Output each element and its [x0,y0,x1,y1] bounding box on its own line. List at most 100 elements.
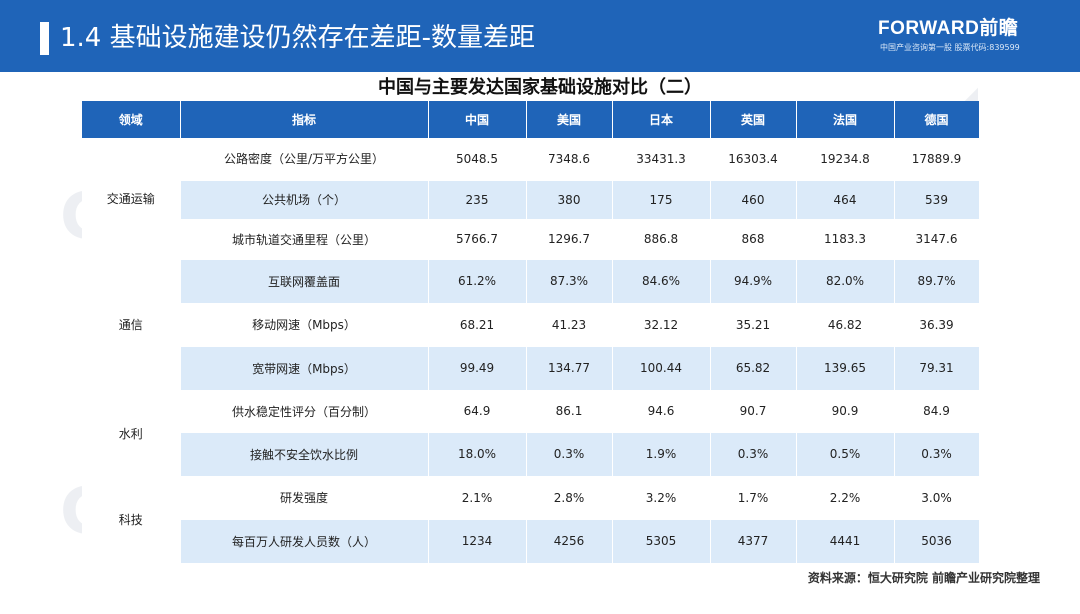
table-row: 通信 互联网覆盖面 61.2% 87.3% 84.6% 94.9% 82.0% … [82,259,980,391]
value-cell: 17889.9 [894,138,980,181]
value-cell: 82.0% [796,259,895,304]
value-cell: 139.65 [796,346,895,391]
column-header: 日本 [612,101,711,138]
value-cell: 19234.8 [796,138,895,181]
table-row: 每百万人研发人员数（人） 1234 4256 5305 4377 4441 50… [82,519,980,564]
value-cell: 1234 [428,519,527,564]
value-cell: 99.49 [428,346,527,391]
column-header: 美国 [526,101,613,138]
value-cell: 68.21 [428,303,527,347]
column-header: 指标 [180,101,429,138]
comparison-table: 领域 指标 中国 美国 日本 英国 法国 德国 交通运输 公路密度（公里/万平方… [82,101,980,564]
value-cell: 84.6% [612,259,711,304]
value-cell: 41.23 [526,303,613,347]
value-cell: 460 [710,180,797,220]
value-cell: 46.82 [796,303,895,347]
table-row: 宽带网速（Mbps） 99.49 134.77 100.44 65.82 139… [82,346,980,391]
value-cell: 5048.5 [428,138,527,181]
indicator-cell: 移动网速（Mbps） [180,303,429,347]
value-cell: 3.2% [612,476,711,520]
value-cell: 380 [526,180,613,220]
page-title: 1.4 基础设施建设仍然存在差距-数量差距 [60,23,535,53]
table-row: 交通运输 公路密度（公里/万平方公里） 5048.5 7348.6 33431.… [82,138,980,260]
table-row: 接触不安全饮水比例 18.0% 0.3% 1.9% 0.3% 0.5% 0.3% [82,432,980,477]
value-cell: 1296.7 [526,219,613,260]
value-cell: 0.3% [526,432,613,477]
value-cell: 79.31 [894,346,980,391]
indicator-cell: 公共机场（个） [180,180,429,220]
value-cell: 134.77 [526,346,613,391]
value-cell: 3.0% [894,476,980,520]
value-cell: 886.8 [612,219,711,260]
value-cell: 1183.3 [796,219,895,260]
value-cell: 16303.4 [710,138,797,181]
value-cell: 7348.6 [526,138,613,181]
value-cell: 868 [710,219,797,260]
value-cell: 32.12 [612,303,711,347]
column-header: 法国 [796,101,895,138]
table-row: 移动网速（Mbps） 68.21 41.23 32.12 35.21 46.82… [82,303,980,347]
value-cell: 539 [894,180,980,220]
table-row: 科技 研发强度 2.1% 2.8% 3.2% 1.7% 2.2% 3.0% [82,476,980,564]
value-cell: 61.2% [428,259,527,304]
value-cell: 94.9% [710,259,797,304]
value-cell: 64.9 [428,390,527,433]
value-cell: 2.8% [526,476,613,520]
value-cell: 65.82 [710,346,797,391]
value-cell: 87.3% [526,259,613,304]
value-cell: 5305 [612,519,711,564]
value-cell: 3147.6 [894,219,980,260]
logo-subtitle: 中国产业咨询第一股 股票代码:839599 [880,43,1020,52]
indicator-cell: 互联网覆盖面 [180,259,429,304]
value-cell: 1.7% [710,476,797,520]
column-header: 中国 [428,101,527,138]
table-row: 公共机场（个） 235 380 175 460 464 539 [82,180,980,220]
value-cell: 18.0% [428,432,527,477]
value-cell: 2.2% [796,476,895,520]
domain-cell: 交通运输 [82,138,181,260]
domain-cell: 水利 [82,390,181,477]
value-cell: 2.1% [428,476,527,520]
value-cell: 4377 [710,519,797,564]
column-header: 英国 [710,101,797,138]
value-cell: 0.3% [710,432,797,477]
value-cell: 175 [612,180,711,220]
table-header-row: 领域 指标 中国 美国 日本 英国 法国 德国 [82,101,980,138]
header-bar: 1.4 基础设施建设仍然存在差距-数量差距 FORWARD前瞻 中国产业咨询第一… [0,0,1080,72]
value-cell: 235 [428,180,527,220]
indicator-cell: 研发强度 [180,476,429,520]
indicator-cell: 城市轨道交通里程（公里） [180,219,429,260]
value-cell: 86.1 [526,390,613,433]
indicator-cell: 宽带网速（Mbps） [180,346,429,391]
domain-cell: 通信 [82,259,181,391]
value-cell: 1.9% [612,432,711,477]
value-cell: 89.7% [894,259,980,304]
value-cell: 464 [796,180,895,220]
indicator-cell: 接触不安全饮水比例 [180,432,429,477]
indicator-cell: 公路密度（公里/万平方公里） [180,138,429,181]
column-header: 领域 [82,101,181,138]
table-title: 中国与主要发达国家基础设施对比（二） [378,77,702,98]
column-header: 德国 [894,101,980,138]
value-cell: 90.9 [796,390,895,433]
table-row: 城市轨道交通里程（公里） 5766.7 1296.7 886.8 868 118… [82,219,980,260]
domain-cell: 科技 [82,476,181,564]
value-cell: 94.6 [612,390,711,433]
value-cell: 4441 [796,519,895,564]
value-cell: 5766.7 [428,219,527,260]
forward-logo: FORWARD前瞻 [878,18,1019,39]
indicator-cell: 每百万人研发人员数（人） [180,519,429,564]
title-accent-bar [40,22,49,55]
value-cell: 4256 [526,519,613,564]
value-cell: 100.44 [612,346,711,391]
value-cell: 5036 [894,519,980,564]
value-cell: 0.5% [796,432,895,477]
source-note: 资料来源：恒大研究院 前瞻产业研究院整理 [807,571,1040,585]
value-cell: 35.21 [710,303,797,347]
table-row: 水利 供水稳定性评分（百分制） 64.9 86.1 94.6 90.7 90.9… [82,390,980,477]
value-cell: 0.3% [894,432,980,477]
indicator-cell: 供水稳定性评分（百分制） [180,390,429,433]
value-cell: 33431.3 [612,138,711,181]
value-cell: 36.39 [894,303,980,347]
value-cell: 84.9 [894,390,980,433]
